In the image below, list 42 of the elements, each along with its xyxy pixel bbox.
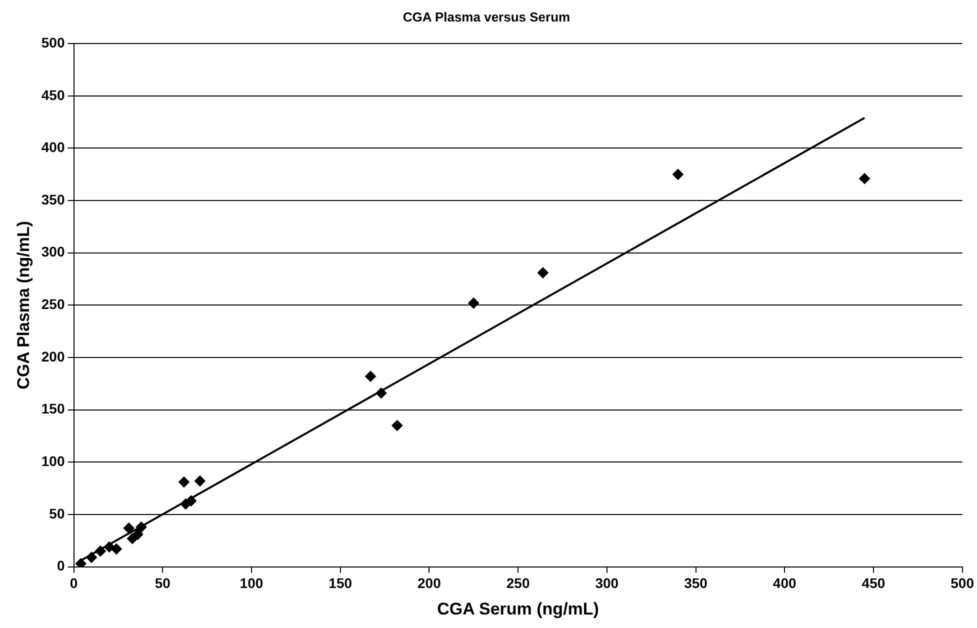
- y-axis-title: CGA Plasma (ng/mL): [14, 220, 33, 390]
- point: [537, 267, 548, 278]
- x-tick-label: 400: [772, 575, 796, 592]
- x-tick-label: 350: [684, 575, 708, 592]
- point: [123, 522, 134, 534]
- y-tick-label: 250: [41, 296, 65, 312]
- x-tick-label: 300: [595, 575, 619, 592]
- y-tick-label: 350: [41, 191, 65, 208]
- y-tick-label: 100: [41, 453, 65, 470]
- y-tick-label: 200: [41, 348, 65, 364]
- y-tick-label: 300: [41, 244, 65, 260]
- x-tick-label: 200: [418, 575, 442, 592]
- point: [859, 173, 870, 184]
- x-axis-title: CGA Serum (ng/mL): [437, 599, 599, 618]
- y-tick-label: 400: [41, 139, 65, 156]
- y-tick-label: 0: [56, 558, 65, 574]
- y-tick-label: 450: [41, 86, 65, 103]
- x-tick-label: 450: [862, 575, 886, 592]
- point: [376, 388, 387, 399]
- x-tick-label: 50: [154, 575, 171, 592]
- x-tick-label: 100: [240, 575, 264, 592]
- point: [468, 298, 480, 309]
- point: [672, 168, 684, 180]
- point: [110, 544, 122, 555]
- point: [186, 495, 197, 506]
- point: [94, 546, 106, 557]
- point: [136, 522, 147, 533]
- x-tick-label: 500: [950, 575, 974, 592]
- point: [75, 558, 86, 567]
- x-tick-label: 0: [70, 575, 78, 592]
- point: [392, 420, 403, 432]
- y-tick-label: 500: [41, 34, 65, 50]
- point: [132, 528, 144, 540]
- point: [178, 476, 190, 488]
- point: [86, 552, 98, 563]
- y-tick-label: 50: [49, 505, 65, 522]
- chart-title: CGA Plasma versus Serum: [402, 9, 570, 24]
- point: [365, 370, 376, 382]
- point: [194, 475, 206, 486]
- y-tick-label: 150: [41, 400, 65, 417]
- x-tick-label: 250: [506, 575, 530, 592]
- x-tick-label: 150: [328, 575, 352, 592]
